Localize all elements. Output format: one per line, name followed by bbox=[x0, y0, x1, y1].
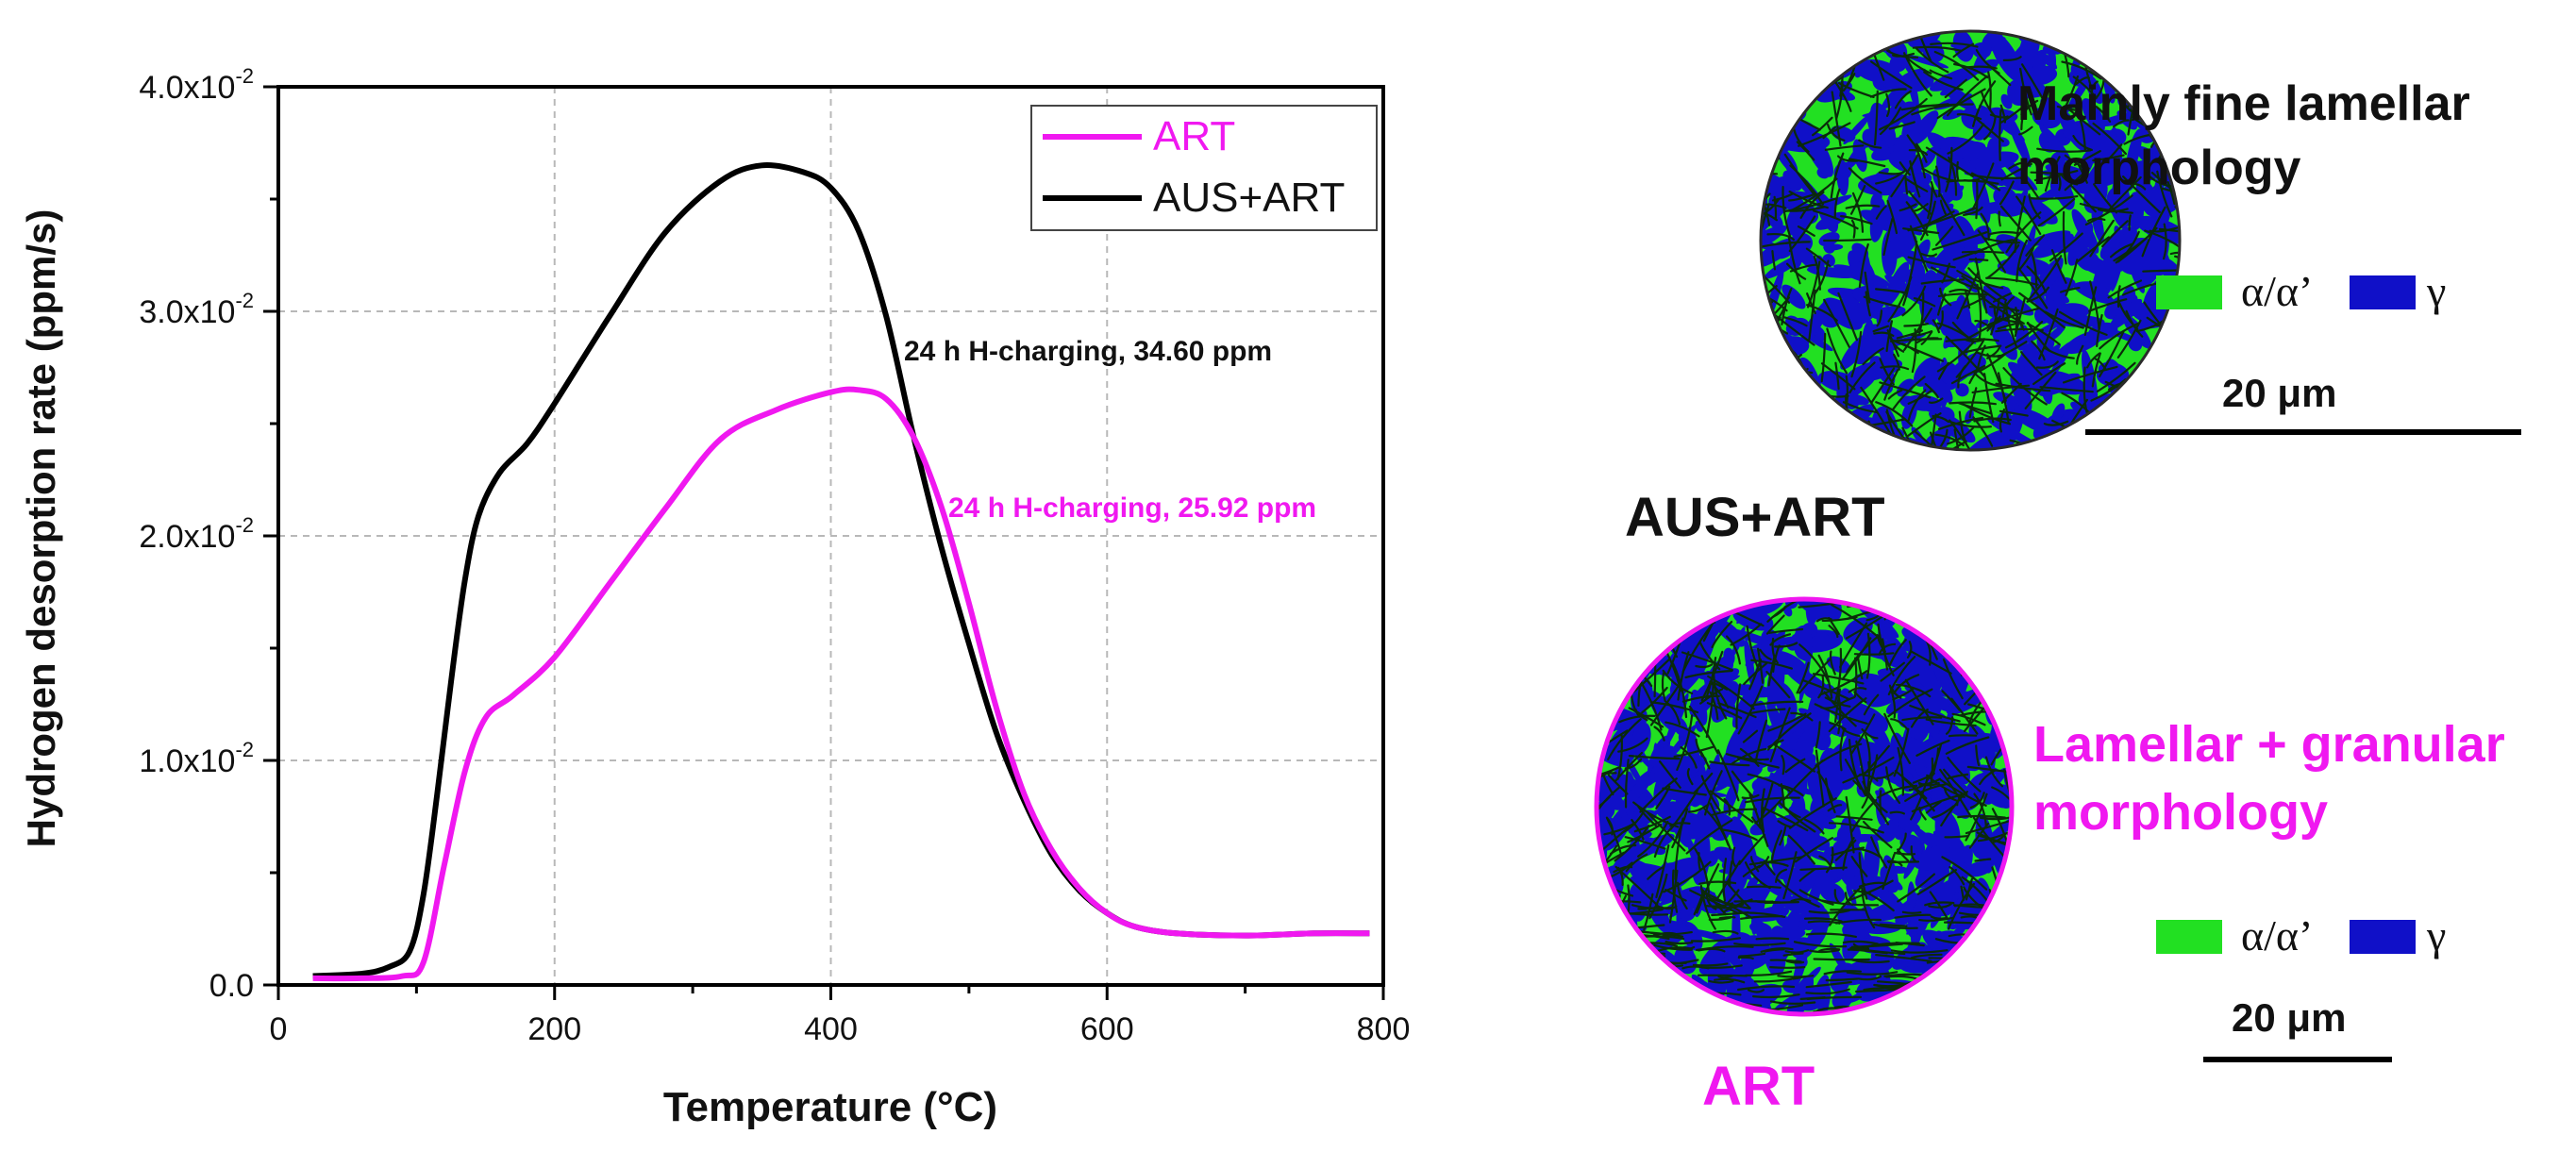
y-tick-label: 0.0 bbox=[209, 968, 254, 1004]
x-axis-label: Temperature (°C) bbox=[663, 1084, 997, 1130]
series-line-art bbox=[312, 386, 1370, 982]
annotation-art: 24 h H-charging, 25.92 ppm bbox=[948, 492, 1316, 524]
series-line-aus-art bbox=[312, 161, 1370, 979]
art-scale-bar bbox=[2203, 1057, 2392, 1062]
legend: ART AUS+ART bbox=[1030, 105, 1378, 231]
art-scale-label: 20 μm bbox=[2232, 995, 2347, 1040]
art-legend-swatch-alpha bbox=[2156, 920, 2222, 954]
y-tick-label: 3.0x10-2 bbox=[139, 289, 254, 330]
aus-art-legend-label-alpha: α/α’ bbox=[2241, 267, 2314, 315]
aus-art-legend-swatch-alpha bbox=[2156, 275, 2222, 309]
y-axis-label: Hydrogen desorption rate (ppm/s) bbox=[19, 209, 63, 848]
x-tick-label: 0 bbox=[270, 1011, 288, 1047]
art-legend-label-gamma: γ bbox=[2427, 911, 2447, 959]
x-tick-label: 800 bbox=[1357, 1011, 1411, 1047]
x-tick-label: 200 bbox=[527, 1011, 581, 1047]
art-description-line2: morphology bbox=[2033, 784, 2328, 841]
art-description-line1: Lamellar + granular bbox=[2033, 716, 2505, 773]
x-tick-labels: 0 200 400 600 800 bbox=[270, 1011, 1411, 1047]
y-tick-label: 1.0x10-2 bbox=[139, 738, 254, 779]
aus-art-scale-bar bbox=[2085, 429, 2521, 435]
annotation-aus-art: 24 h H-charging, 34.60 ppm bbox=[904, 336, 1272, 367]
x-tick-label: 600 bbox=[1080, 1011, 1134, 1047]
axis-ticks bbox=[263, 85, 1385, 1000]
y-tick-labels: 0.0 1.0x10-2 2.0x10-2 3.0x10-2 4.0x10-2 bbox=[139, 64, 254, 1004]
grid-lines bbox=[278, 87, 1383, 985]
aus-art-description-line1: Mainly fine lamellar bbox=[2017, 76, 2470, 131]
y-tick-label: 4.0x10-2 bbox=[139, 64, 254, 106]
aus-art-legend-swatch-gamma bbox=[2350, 275, 2416, 309]
aus-art-legend-label-gamma: γ bbox=[2427, 267, 2447, 315]
ebsd-map-aus-art bbox=[1759, 29, 2182, 452]
x-tick-label: 400 bbox=[804, 1011, 858, 1047]
aus-art-scale-label: 20 μm bbox=[2222, 371, 2337, 415]
aus-art-description-line2: morphology bbox=[2017, 141, 2301, 195]
art-legend-label-alpha: α/α’ bbox=[2241, 911, 2314, 959]
art-title: ART bbox=[1702, 1056, 1815, 1117]
legend-box bbox=[1030, 105, 1378, 231]
ebsd-map-art bbox=[1594, 596, 2015, 1017]
aus-art-title: AUS+ART bbox=[1625, 487, 1885, 548]
legend-label-art: ART bbox=[1153, 113, 1235, 159]
legend-label-aus-art: AUS+ART bbox=[1153, 175, 1345, 221]
y-tick-label: 2.0x10-2 bbox=[139, 513, 254, 555]
art-legend-swatch-gamma bbox=[2350, 920, 2416, 954]
